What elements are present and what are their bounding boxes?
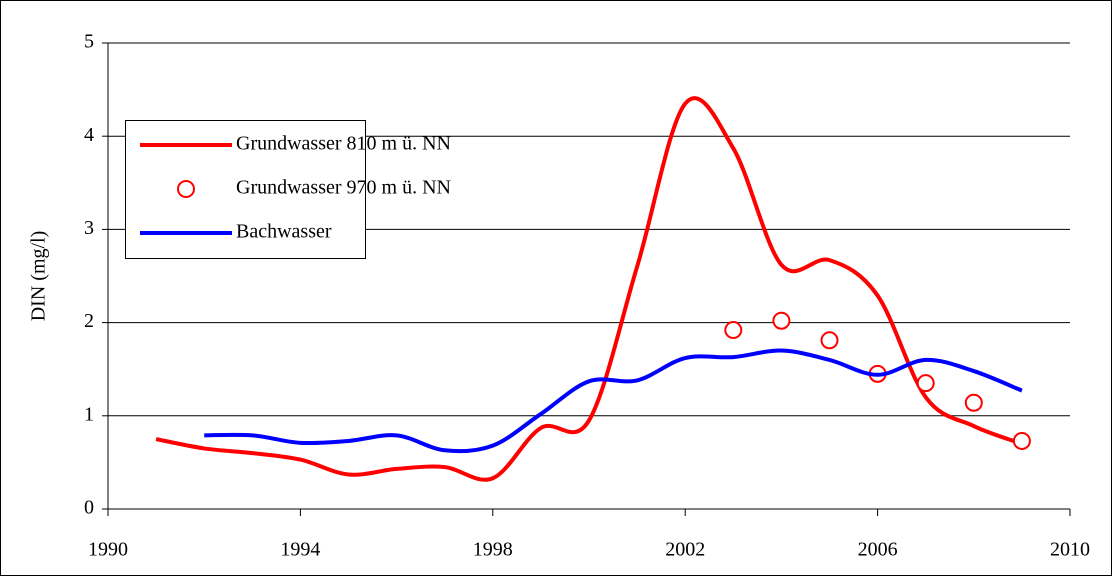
x-tick-label: 2006: [858, 539, 898, 561]
y-axis-label: DIN (mg/l): [28, 231, 50, 322]
data-point: [1012, 431, 1031, 450]
x-tick-label: 2010: [1050, 539, 1090, 561]
y-tick-label: 5: [84, 31, 94, 53]
y-tick-label: 0: [84, 497, 94, 519]
data-point: [724, 321, 743, 340]
y-tick-label: 3: [84, 217, 94, 239]
y-tick-label: 1: [84, 403, 94, 425]
data-point: [916, 374, 935, 393]
x-tick-label: 1990: [88, 539, 128, 561]
y-tick-label: 4: [84, 124, 94, 146]
series-line: [155, 96, 1023, 482]
data-point: [772, 311, 791, 330]
x-tick-label: 1994: [280, 539, 320, 561]
series-line: [204, 348, 1023, 454]
legend-label: Grundwasser 810 m ü. NN: [236, 133, 451, 155]
data-point: [820, 331, 839, 350]
legend-label: Bachwasser: [236, 221, 332, 243]
data-point: [964, 393, 983, 412]
legend-swatch: [177, 180, 195, 198]
x-tick-label: 1998: [473, 539, 513, 561]
legend-label: Grundwasser 970 m ü. NN: [236, 177, 451, 199]
x-tick-label: 2002: [665, 539, 705, 561]
y-tick-label: 2: [84, 310, 94, 332]
